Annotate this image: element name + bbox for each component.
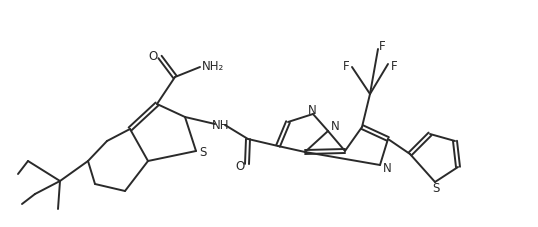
Text: O: O <box>148 50 158 63</box>
Text: N: N <box>308 104 316 117</box>
Text: F: F <box>391 60 397 73</box>
Text: N: N <box>383 162 391 175</box>
Text: S: S <box>199 146 207 159</box>
Text: F: F <box>343 60 349 73</box>
Text: F: F <box>379 39 385 52</box>
Text: S: S <box>433 182 440 195</box>
Text: NH: NH <box>213 119 230 132</box>
Text: N: N <box>331 120 339 133</box>
Text: O: O <box>236 160 245 173</box>
Text: NH₂: NH₂ <box>202 60 224 73</box>
